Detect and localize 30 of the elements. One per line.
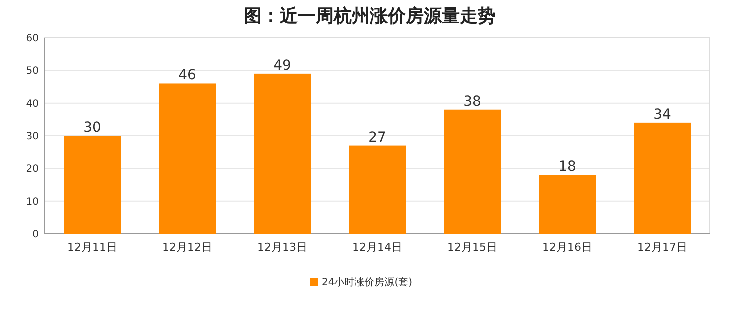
x-tick-label: 12月13日 (258, 241, 308, 254)
bar (349, 146, 406, 234)
y-tick-label: 50 (26, 66, 39, 78)
legend-label: 24小时涨价房源(套) (322, 276, 413, 288)
x-tick-label: 12月17日 (638, 241, 688, 254)
data-label: 38 (464, 94, 482, 110)
bar (444, 110, 501, 234)
data-label: 46 (178, 68, 196, 84)
x-tick-label: 12月15日 (448, 241, 498, 254)
bar (254, 74, 311, 234)
data-label: 18 (558, 159, 576, 176)
y-tick-label: 0 (32, 230, 39, 240)
bar (634, 122, 691, 234)
data-label: 49 (274, 58, 292, 74)
bar (539, 175, 596, 234)
x-tick-label: 12月11日 (68, 241, 118, 254)
y-tick-label: 20 (26, 164, 39, 176)
bar (64, 136, 121, 234)
x-tick-label: 12月16日 (542, 241, 592, 254)
y-tick-label: 30 (26, 132, 39, 142)
y-tick-label: 10 (26, 196, 39, 208)
bar (159, 84, 216, 234)
y-tick-label: 40 (26, 98, 39, 110)
data-label: 34 (654, 106, 672, 123)
x-tick-label: 12月12日 (162, 241, 212, 254)
x-tick-label: 12月14日 (352, 241, 402, 254)
chart-title: 图：近一周杭州涨价房源量走势 (244, 6, 496, 27)
data-label: 27 (368, 130, 386, 146)
data-label: 30 (84, 120, 102, 136)
y-tick-label: 60 (26, 34, 39, 44)
